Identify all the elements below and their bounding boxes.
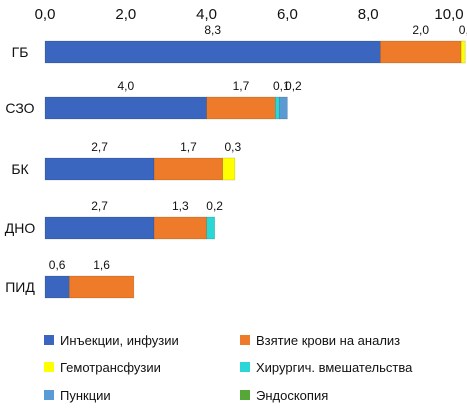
data-label: 1,6: [93, 258, 110, 272]
category-label: ГБ: [12, 44, 29, 60]
bars: [44, 40, 466, 299]
category-label: БК: [11, 161, 29, 177]
data-label: 1,3: [172, 199, 189, 213]
x-tick-label: 2,0: [115, 6, 136, 23]
legend-swatch: [44, 390, 54, 400]
data-label: 0,1: [273, 79, 290, 93]
x-tick-label: 6,0: [277, 6, 298, 23]
data-label: 1,7: [180, 140, 197, 154]
bar-segment: [460, 40, 466, 64]
bar-segment: [222, 157, 236, 181]
legend-label: Хирургич. вмешательства: [256, 360, 413, 375]
data-label: 0,2: [206, 199, 223, 213]
bar-segment: [44, 216, 155, 240]
bar-segment: [279, 96, 288, 120]
category-label: ПИД: [5, 279, 35, 295]
bar-segment: [153, 216, 207, 240]
category-label: ДНО: [5, 220, 36, 236]
data-label: 0,1: [459, 23, 467, 37]
legend-swatch: [44, 335, 54, 345]
data-label: 4,0: [117, 79, 134, 93]
x-tick-label: 8,0: [358, 6, 379, 23]
legend-label: Взятие крови на анализ: [256, 333, 400, 348]
data-label: 8,3: [204, 23, 221, 37]
x-tick-label: 4,0: [196, 6, 217, 23]
bar-segment: [44, 96, 207, 120]
data-label: 0,3: [224, 140, 241, 154]
bar-segment: [44, 275, 70, 299]
x-tick-label: 10,0: [434, 6, 463, 23]
legend-label: Гемотрансфузии: [60, 360, 161, 375]
data-label: 2,7: [91, 199, 108, 213]
bar-segment: [153, 157, 224, 181]
legend-swatch: [240, 390, 250, 400]
value-labels: 8,32,00,14,01,70,10,22,71,70,32,71,30,20…: [49, 23, 467, 272]
bar-segment: [206, 216, 215, 240]
data-label: 2,0: [412, 23, 429, 37]
bar-segment: [206, 96, 276, 120]
x-tick-label: 0,0: [35, 6, 56, 23]
legend-label: Пункции: [60, 388, 111, 403]
data-label: 0,2: [285, 79, 302, 93]
legend-swatch: [44, 362, 54, 372]
legend-swatch: [240, 362, 250, 372]
legend-label: Эндоскопия: [256, 388, 328, 403]
legend: Инъекции, инфузии Взятие крови на анализ Г…: [44, 333, 413, 403]
legend-swatch: [240, 335, 250, 345]
bar-segment: [68, 275, 135, 299]
data-label: 0,6: [49, 258, 66, 272]
bar-segment: [380, 40, 462, 64]
bar-segment: [44, 157, 155, 181]
x-axis-ticks: 0,0 2,0 4,0 6,0 8,0 10,0: [35, 6, 464, 23]
bar-segment: [275, 96, 280, 120]
category-labels: ГБ СЗО БК ДНО ПИД: [5, 44, 36, 295]
data-label: 1,7: [233, 79, 250, 93]
bar-segment: [44, 40, 381, 64]
category-label: СЗО: [5, 100, 34, 116]
legend-label: Инъекции, инфузии: [60, 333, 179, 348]
data-label: 2,7: [91, 140, 108, 154]
